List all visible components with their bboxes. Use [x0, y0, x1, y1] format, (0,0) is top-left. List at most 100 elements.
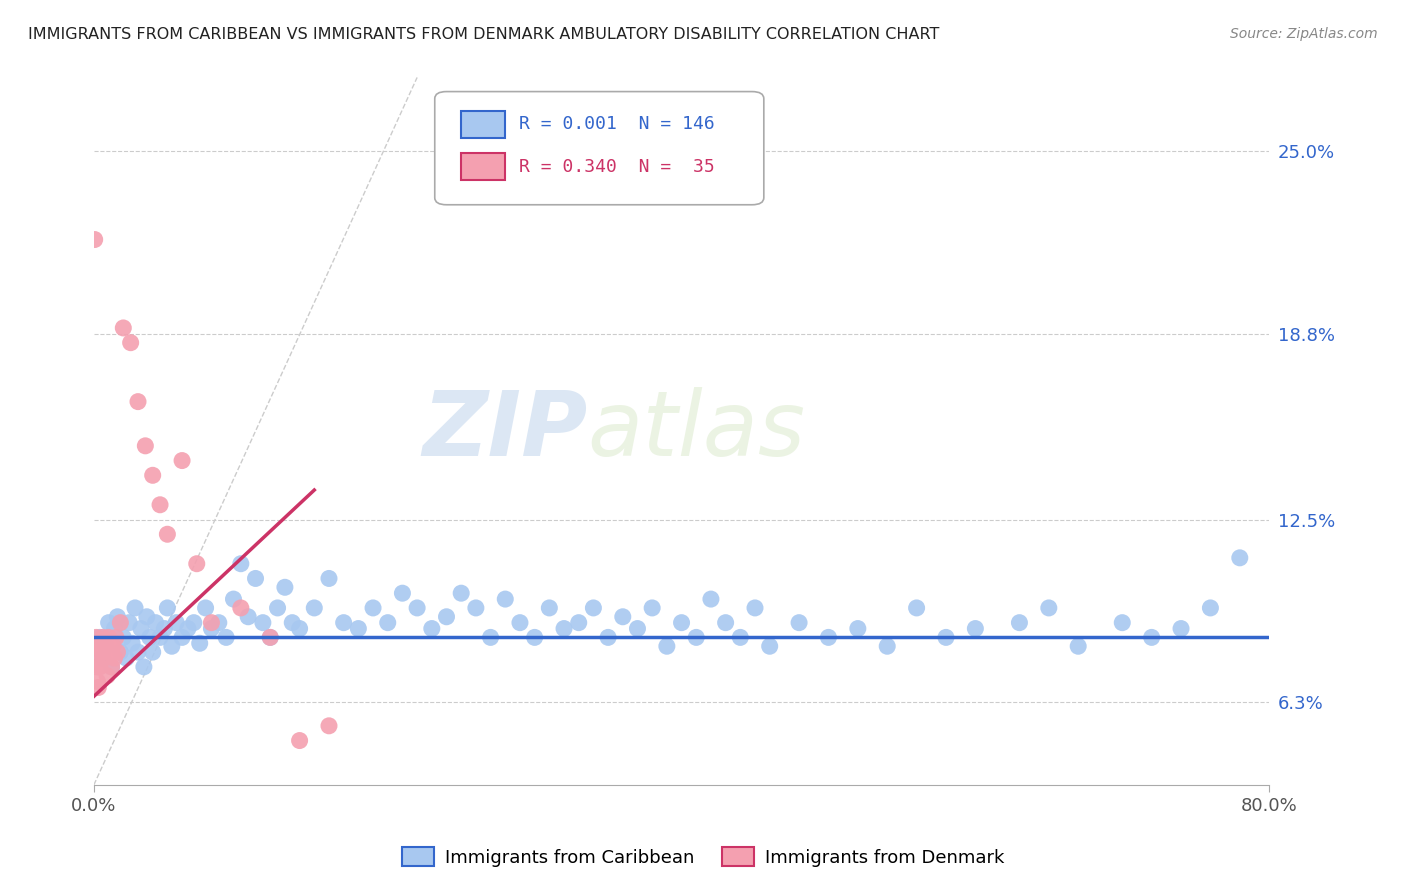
- Point: [391, 586, 413, 600]
- Point: [685, 631, 707, 645]
- Point: [744, 601, 766, 615]
- Point: [142, 468, 165, 483]
- Point: [86, 674, 108, 689]
- Point: [115, 651, 138, 665]
- Point: [229, 601, 252, 615]
- Point: [612, 609, 634, 624]
- Point: [96, 669, 118, 683]
- Point: [132, 660, 155, 674]
- Point: [229, 557, 252, 571]
- Point: [93, 651, 115, 665]
- Point: [186, 557, 208, 571]
- Point: [288, 733, 311, 747]
- Text: ZIP: ZIP: [422, 387, 588, 475]
- Point: [200, 622, 222, 636]
- Point: [170, 631, 193, 645]
- Point: [145, 615, 167, 630]
- Point: [97, 615, 120, 630]
- Text: R = 0.340  N =  35: R = 0.340 N = 35: [519, 158, 716, 176]
- Point: [84, 645, 107, 659]
- Point: [758, 639, 780, 653]
- Point: [135, 609, 157, 624]
- Point: [156, 601, 179, 615]
- Point: [318, 571, 340, 585]
- Point: [304, 601, 326, 615]
- Point: [215, 631, 238, 645]
- Point: [553, 622, 575, 636]
- Text: R = 0.001  N = 146: R = 0.001 N = 146: [519, 115, 716, 133]
- Point: [1229, 550, 1251, 565]
- Text: Source: ZipAtlas.com: Source: ZipAtlas.com: [1230, 27, 1378, 41]
- Point: [347, 622, 370, 636]
- Point: [509, 615, 531, 630]
- Point: [86, 660, 108, 674]
- Point: [153, 622, 176, 636]
- Point: [120, 335, 142, 350]
- Point: [787, 615, 810, 630]
- Point: [112, 321, 135, 335]
- Point: [84, 631, 107, 645]
- Point: [905, 601, 928, 615]
- Point: [127, 645, 149, 659]
- Point: [139, 631, 162, 645]
- Point: [626, 622, 648, 636]
- Point: [450, 586, 472, 600]
- Point: [1067, 639, 1090, 653]
- Point: [129, 622, 152, 636]
- Point: [165, 615, 187, 630]
- Point: [1199, 601, 1222, 615]
- Point: [222, 592, 245, 607]
- Point: [149, 631, 172, 645]
- Point: [876, 639, 898, 653]
- Point: [91, 651, 114, 665]
- Point: [1038, 601, 1060, 615]
- Point: [83, 233, 105, 247]
- Point: [252, 615, 274, 630]
- Point: [194, 601, 217, 615]
- Point: [846, 622, 869, 636]
- Point: [110, 615, 132, 630]
- Point: [965, 622, 987, 636]
- Point: [730, 631, 752, 645]
- Point: [87, 639, 110, 653]
- Point: [568, 615, 591, 630]
- Point: [91, 631, 114, 645]
- FancyBboxPatch shape: [461, 111, 505, 137]
- Point: [582, 601, 605, 615]
- Point: [188, 636, 211, 650]
- Point: [200, 615, 222, 630]
- Point: [110, 645, 132, 659]
- Point: [94, 645, 117, 659]
- Point: [318, 719, 340, 733]
- Point: [112, 631, 135, 645]
- Point: [274, 580, 297, 594]
- Point: [100, 660, 122, 674]
- Point: [183, 615, 205, 630]
- Point: [142, 645, 165, 659]
- Point: [700, 592, 723, 607]
- Point: [494, 592, 516, 607]
- Point: [935, 631, 957, 645]
- FancyBboxPatch shape: [461, 153, 505, 180]
- Point: [103, 651, 125, 665]
- Point: [170, 453, 193, 467]
- Point: [149, 498, 172, 512]
- Point: [107, 609, 129, 624]
- Point: [420, 622, 443, 636]
- Point: [208, 615, 231, 630]
- Point: [87, 681, 110, 695]
- Point: [259, 631, 281, 645]
- Point: [714, 615, 737, 630]
- Point: [118, 615, 141, 630]
- Text: atlas: atlas: [588, 387, 806, 475]
- Point: [103, 622, 125, 636]
- Point: [100, 660, 122, 674]
- Point: [479, 631, 502, 645]
- Point: [288, 622, 311, 636]
- Legend: Immigrants from Caribbean, Immigrants from Denmark: Immigrants from Caribbean, Immigrants fr…: [395, 840, 1011, 874]
- Point: [238, 609, 260, 624]
- Point: [89, 660, 111, 674]
- Point: [98, 645, 121, 659]
- Point: [127, 394, 149, 409]
- Point: [94, 639, 117, 653]
